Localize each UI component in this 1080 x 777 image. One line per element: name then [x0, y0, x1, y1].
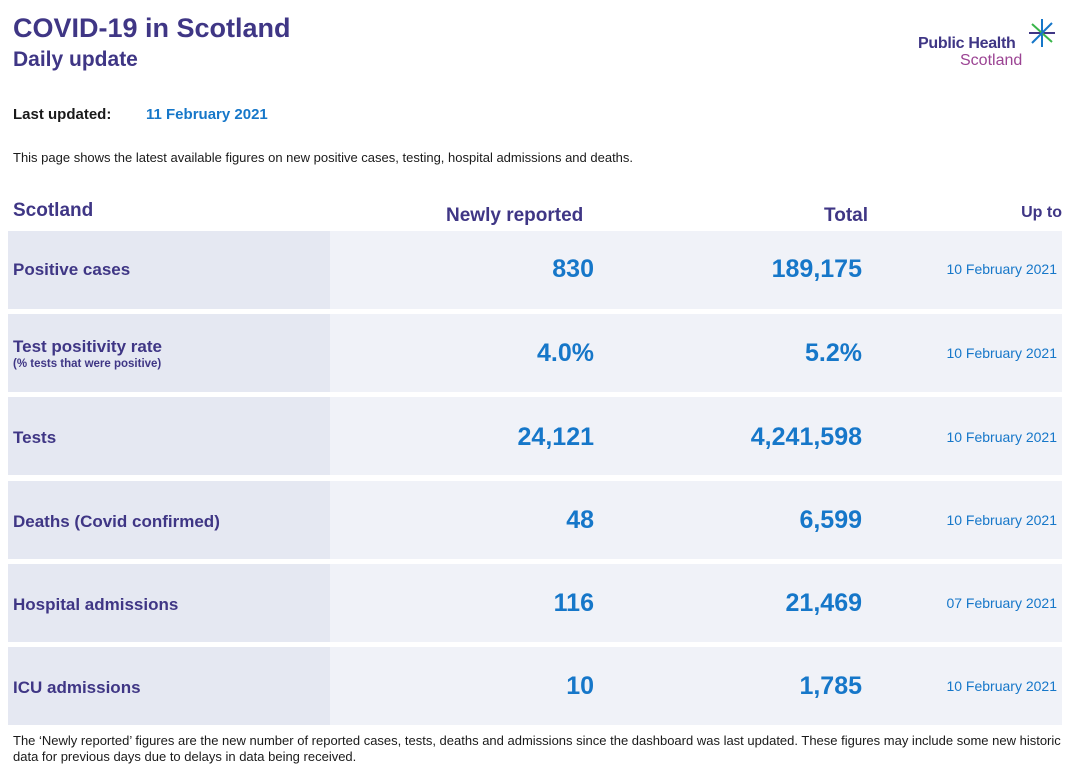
row-label: ICU admissions — [13, 678, 141, 697]
row-value-cell — [330, 647, 1062, 725]
header-newly-reported: Newly reported — [446, 205, 584, 226]
up-to-date: 10 February 2021 — [946, 345, 1057, 361]
row-label-cell — [8, 231, 330, 309]
up-to-date: 10 February 2021 — [946, 678, 1057, 694]
total-value: 5.2% — [805, 339, 862, 367]
row-label: Tests — [13, 428, 57, 447]
row-label: Deaths (Covid confirmed) — [13, 512, 220, 531]
star-burst-icon — [1029, 19, 1055, 47]
up-to-date: 07 February 2021 — [946, 595, 1057, 611]
row-label-cell — [8, 397, 330, 475]
row-value-cell — [330, 481, 1062, 559]
total-value: 4,241,598 — [750, 423, 862, 451]
page-title: COVID-19 in Scotland — [13, 13, 291, 43]
intro-text: This page shows the latest available fig… — [13, 150, 634, 165]
logo-text-line2: Scotland — [960, 52, 1023, 69]
total-value: 21,469 — [785, 589, 862, 617]
up-to-date: 10 February 2021 — [946, 429, 1057, 445]
newly-reported-value: 116 — [553, 589, 594, 617]
row-value-cell — [330, 314, 1062, 392]
row-label-cell — [8, 647, 330, 725]
total-value: 6,599 — [799, 506, 862, 534]
total-value: 189,175 — [771, 255, 862, 283]
row-label-cell — [8, 564, 330, 642]
newly-reported-value: 48 — [566, 506, 594, 534]
table-row: Test positivity rate (% tests that were … — [8, 314, 1062, 392]
last-updated-label: Last updated: — [13, 106, 112, 123]
row-value-cell — [330, 397, 1062, 475]
newly-reported-value: 10 — [566, 672, 594, 700]
page-subtitle: Daily update — [13, 48, 138, 71]
up-to-date: 10 February 2021 — [946, 261, 1057, 277]
newly-reported-value: 24,121 — [517, 423, 594, 451]
row-value-cell — [330, 231, 1062, 309]
header-region: Scotland — [13, 200, 94, 221]
up-to-date: 10 February 2021 — [946, 512, 1057, 528]
row-label: Test positivity rate — [13, 337, 162, 356]
newly-reported-value: 4.0% — [537, 339, 594, 367]
table-row: Tests 24,121 4,241,598 10 February 2021 — [8, 397, 1062, 475]
newly-reported-value: 830 — [552, 255, 594, 283]
row-label-cell — [8, 314, 330, 392]
row-label-cell — [8, 481, 330, 559]
table-row: Positive cases 830 189,175 10 February 2… — [8, 231, 1062, 309]
row-sublabel: (% tests that were positive) — [13, 358, 162, 370]
table-row: Hospital admissions 116 21,469 07 Februa… — [8, 564, 1062, 642]
row-label: Hospital admissions — [13, 595, 179, 614]
total-value: 1,785 — [799, 672, 862, 700]
row-label: Positive cases — [13, 260, 131, 279]
table-row: ICU admissions 10 1,785 10 February 2021 — [8, 647, 1062, 725]
table-header: Scotland Newly reported Total Up to — [0, 198, 1080, 228]
phs-logo: Public Health Scotland — [912, 18, 1062, 74]
footnote: The ‘Newly reported’ figures are the new… — [13, 733, 1061, 764]
table-row: Deaths (Covid confirmed) 48 6,599 10 Feb… — [8, 481, 1062, 559]
logo-text-line1: Public Health — [918, 35, 1016, 52]
header-up-to: Up to — [1021, 204, 1062, 221]
last-updated-date: 11 February 2021 — [146, 106, 268, 123]
header-total: Total — [824, 205, 868, 226]
row-value-cell — [330, 564, 1062, 642]
